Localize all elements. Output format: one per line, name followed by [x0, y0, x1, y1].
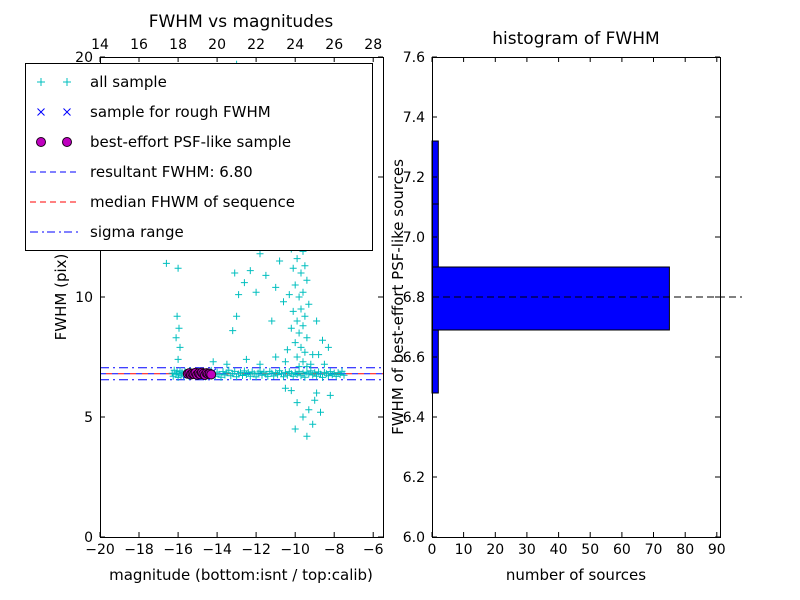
tick-label: 7.4 [403, 110, 425, 126]
tick-label: 7.0 [403, 230, 425, 246]
tick-label: 20 [486, 542, 504, 558]
left-yaxis-label: FWHM (pix) [52, 253, 70, 341]
legend: all sample sample for rough FWHM best-effo… [25, 63, 373, 251]
tick-label: 16 [130, 37, 148, 53]
legend-item: best-effort PSF-like sample [26, 127, 372, 157]
tick-label: 6.4 [403, 410, 425, 426]
right-xaxis-label: number of sources [505, 566, 647, 584]
left-plot: −20 −18 −16 −14 −12 −10 −8 −6 14 16 18 20 22 24 26 28 0 5… [75, 37, 384, 558]
legend-item: all sample [26, 67, 372, 97]
series-psf-sample [182, 367, 217, 380]
legend-marker-x-icon [37, 108, 71, 116]
legend-marker-dashed-icon [30, 201, 80, 203]
legend-marker-dashdot-icon [30, 231, 80, 233]
tick-label: 18 [169, 37, 187, 53]
tick-label: 7.6 [403, 50, 425, 66]
tick-label: −16 [163, 542, 193, 558]
right-plot: 0 10 20 30 40 50 60 70 80 90 6.0 6.2 6.4 6.6 6.8 7.0 7.2… [403, 50, 742, 558]
tick-label: −18 [124, 542, 154, 558]
tick-label: 7.2 [403, 170, 425, 186]
tick-label: −12 [241, 542, 271, 558]
tick-label: −8 [324, 542, 345, 558]
tick-label: 6.0 [403, 530, 425, 546]
tick-label: 10 [455, 542, 473, 558]
legend-label: best-effort PSF-like sample [90, 133, 292, 151]
tick-label: 20 [75, 50, 93, 66]
legend-item: resultant FWHM: 6.80 [26, 157, 372, 187]
tick-label: 0 [84, 530, 93, 546]
tick-label: 6.2 [403, 470, 425, 486]
tick-label: 24 [286, 37, 304, 53]
histogram-bar [431, 266, 670, 331]
legend-item: sample for rough FWHM [26, 97, 372, 127]
tick-label: 28 [364, 37, 382, 53]
legend-marker-+-icon [37, 78, 71, 86]
right-plot-title: histogram of FWHM [492, 29, 660, 49]
tick-label: 6.6 [403, 350, 425, 366]
tick-label: 5 [84, 410, 93, 426]
tick-label: 10 [75, 290, 93, 306]
tick-label: 0 [428, 542, 437, 558]
tick-label: −6 [363, 542, 384, 558]
legend-label: median FHWM of sequence [90, 193, 295, 211]
tick-label: 80 [676, 542, 694, 558]
legend-label: all sample [90, 73, 167, 91]
tick-label: 14 [91, 37, 109, 53]
left-plot-title: FWHM vs magnitudes [148, 12, 334, 32]
tick-label: 40 [550, 542, 568, 558]
legend-marker-dashed-icon [30, 171, 80, 173]
tick-label: 70 [645, 542, 663, 558]
tick-label: 6.8 [403, 290, 425, 306]
tick-label: 20 [208, 37, 226, 53]
tick-label: 60 [613, 542, 631, 558]
right-yaxis-label: FWHM of best-effort PSF-like sources [389, 159, 407, 435]
legend-marker-o-icon [36, 137, 72, 147]
legend-item: sigma range [26, 217, 372, 247]
legend-label: resultant FWHM: 6.80 [90, 163, 253, 181]
tick-label: 50 [581, 542, 599, 558]
tick-label: −14 [202, 542, 232, 558]
legend-label: sample for rough FWHM [90, 103, 271, 121]
tick-label: 90 [708, 542, 726, 558]
tick-label: −20 [85, 542, 115, 558]
tick-label: 26 [325, 37, 343, 53]
tick-label: −10 [280, 542, 310, 558]
tick-label: 30 [518, 542, 536, 558]
left-xaxis-label: magnitude (bottom:isnt / top:calib) [109, 566, 373, 584]
legend-item: median FHWM of sequence [26, 187, 372, 217]
legend-label: sigma range [90, 223, 184, 241]
tick-label: 22 [247, 37, 265, 53]
